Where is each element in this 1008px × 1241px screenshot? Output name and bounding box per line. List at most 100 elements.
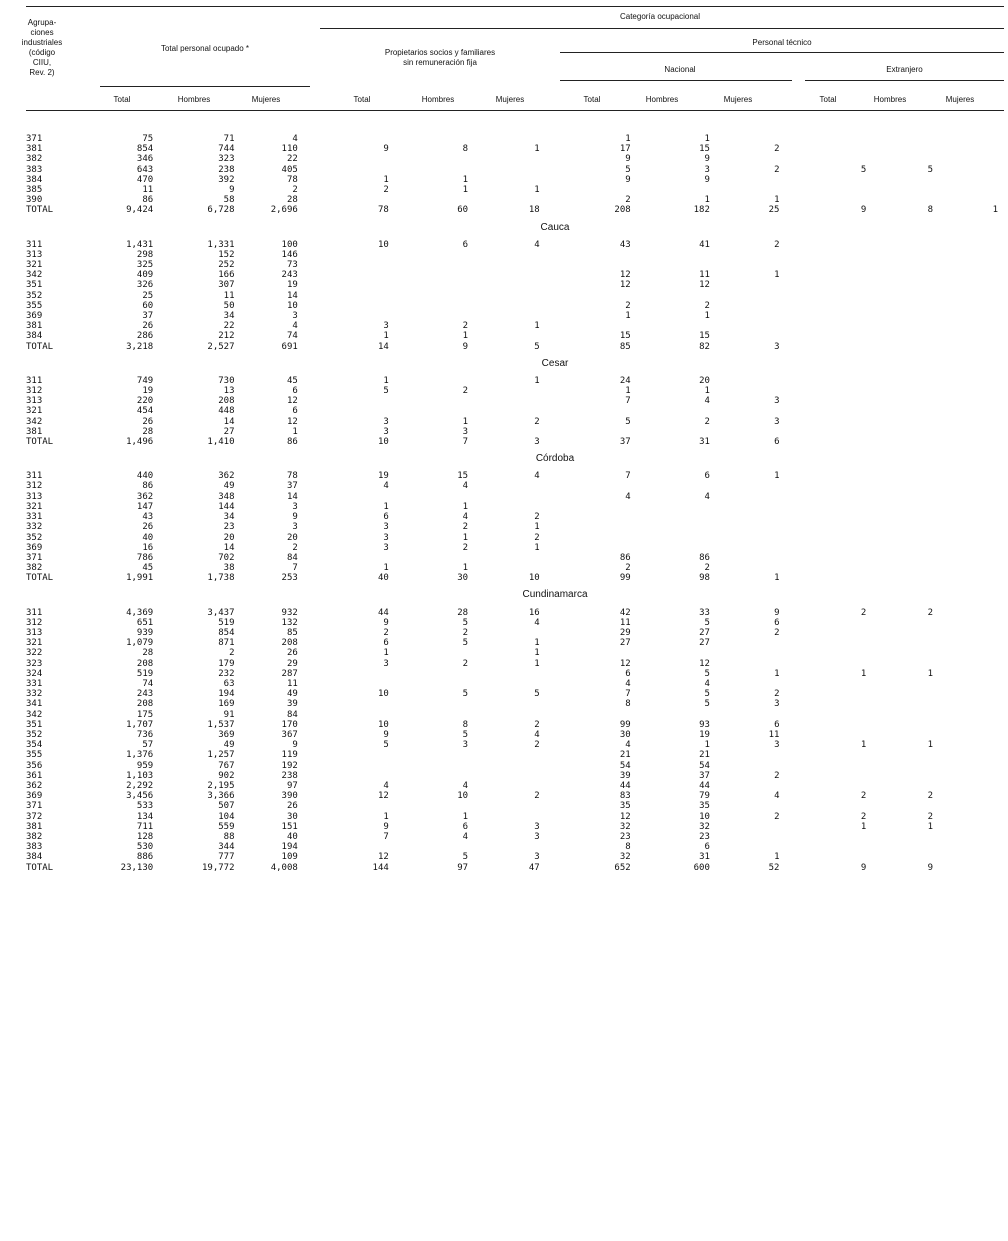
value-cell: 346	[136, 154, 154, 165]
group-code-cell: 312	[26, 617, 43, 628]
value-cell: 208	[136, 699, 154, 710]
value-cell: 326	[136, 280, 154, 291]
value-cell	[710, 553, 798, 563]
value-cell: 932	[281, 607, 298, 618]
value-cell: 14	[286, 491, 298, 502]
value-cell: 85	[619, 341, 631, 352]
value-cell	[866, 427, 933, 437]
value-cell	[797, 311, 866, 321]
value-cell	[316, 842, 389, 852]
left-header-rule	[100, 86, 310, 87]
value-cell	[866, 154, 933, 164]
value-cell	[797, 386, 866, 396]
value-cell	[558, 291, 631, 301]
value-cell: 749	[136, 375, 154, 386]
value-cell: 88	[223, 831, 235, 842]
group-code-cell: 313	[26, 491, 43, 502]
value-cell	[933, 563, 1004, 573]
value-cell: 702	[218, 552, 235, 563]
value-cell	[468, 679, 558, 689]
value-cell	[866, 710, 933, 720]
table-row: 355 1,376 1,257 119 21 21	[26, 750, 1004, 760]
value-cell	[316, 406, 389, 416]
value-cell	[797, 543, 866, 553]
value-cell	[710, 659, 798, 669]
value-cell: 886	[136, 852, 154, 863]
value-cell	[468, 842, 558, 852]
value-cell	[631, 512, 710, 522]
propietarios-line: sin remuneración fija	[403, 58, 477, 67]
group-code-cell: 382	[26, 831, 43, 842]
table-row: 321 454 448 6	[26, 406, 1004, 416]
value-cell: 559	[218, 821, 235, 832]
value-cell: 37	[699, 770, 710, 781]
value-cell: 854	[136, 144, 154, 155]
value-cell	[389, 710, 468, 720]
value-cell: 3	[534, 437, 540, 448]
table-row: 352 736 369 367 9 5 4 30 19 11	[26, 730, 1004, 740]
value-cell: 9	[927, 862, 934, 873]
table-row: 332 26 23 3 3 2 1	[26, 522, 1004, 532]
sub-total: Total	[819, 95, 837, 104]
value-cell	[710, 543, 798, 553]
value-cell: 6	[704, 471, 710, 482]
value-cell: 7	[625, 471, 631, 482]
value-cell	[866, 638, 933, 648]
value-cell	[933, 502, 1004, 512]
group-code-cell: 371	[26, 552, 43, 563]
value-cell: 1,331	[207, 239, 235, 250]
table-row: 323 208 179 29 3 2 1 12 12	[26, 659, 1004, 669]
value-cell: 144	[218, 501, 235, 512]
value-cell: 12	[619, 280, 631, 291]
value-cell	[468, 771, 558, 781]
table-row: 356 959 767 192 54 54	[26, 761, 1004, 771]
value-cell: 1	[534, 321, 540, 332]
value-cell: 344	[218, 842, 235, 853]
value-cell: 2	[860, 811, 867, 822]
value-cell	[797, 406, 866, 416]
value-cell: 3	[534, 831, 540, 842]
value-cell: 1	[383, 648, 389, 659]
value-cell	[933, 270, 1004, 280]
value-cell: 208	[614, 205, 631, 216]
group-code-cell: 381	[26, 821, 43, 832]
value-cell: 10	[286, 300, 298, 311]
value-cell: 86	[286, 437, 298, 448]
value-cell: 3	[292, 522, 298, 533]
value-cell	[710, 376, 798, 386]
value-cell: 11	[699, 270, 710, 281]
value-cell	[933, 689, 1004, 699]
value-cell: 5	[462, 729, 469, 740]
value-cell: 5	[462, 689, 469, 700]
value-cell	[933, 154, 1004, 164]
value-cell: 3,218	[126, 341, 154, 352]
sub-mujeres: Mujeres	[945, 95, 975, 104]
sub-total: Total	[353, 95, 371, 104]
value-cell: 6	[383, 512, 389, 523]
value-cell	[316, 250, 389, 260]
value-cell	[866, 260, 933, 270]
value-cell	[933, 699, 1004, 709]
value-cell: 8	[625, 699, 631, 710]
value-cell: 362	[136, 491, 154, 502]
value-cell: 6	[625, 668, 631, 679]
value-cell: 1	[383, 501, 389, 512]
value-cell: 7	[462, 437, 469, 448]
value-cell: 10	[528, 573, 540, 584]
section-header-row: Cauca	[26, 216, 1004, 240]
value-cell	[710, 406, 798, 416]
value-cell: 208	[218, 396, 235, 407]
value-cell	[468, 134, 558, 144]
value-cell	[797, 689, 866, 699]
value-cell	[866, 801, 933, 811]
value-cell	[316, 492, 389, 502]
value-cell	[933, 331, 1004, 341]
value-cell	[933, 801, 1004, 811]
table-row: 384 286 212 74 1 1 15 15	[26, 331, 1004, 341]
table-row: 311 440 362 78 19 15 4 7 6 1	[26, 471, 1004, 481]
group-code-cell: 332	[26, 689, 43, 700]
value-cell: 86	[142, 481, 154, 492]
value-cell: 208	[281, 638, 298, 649]
value-cell	[933, 134, 1004, 144]
value-cell: 10	[377, 719, 389, 730]
